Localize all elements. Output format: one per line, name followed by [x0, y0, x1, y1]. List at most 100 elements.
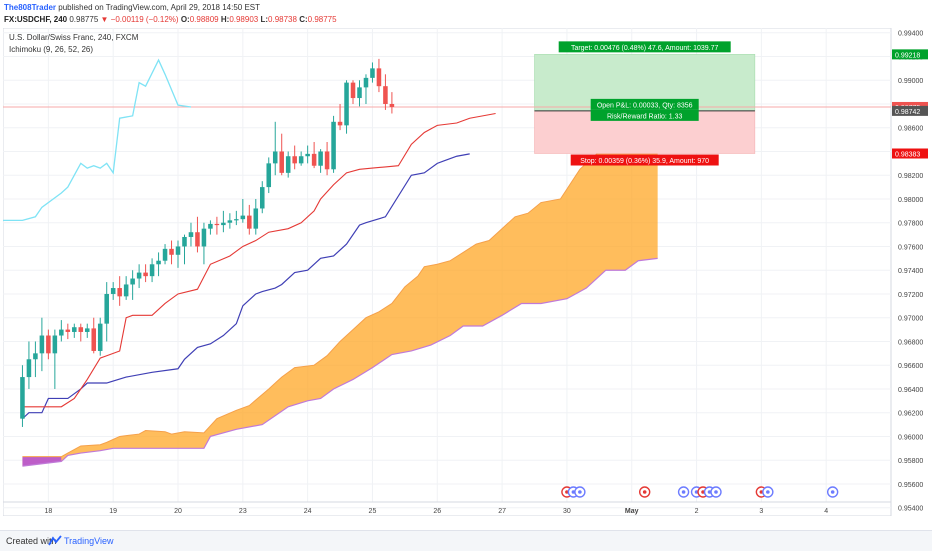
x-tick-label: 24 [304, 508, 312, 515]
publish-text: published on TradingView.com, April 29, … [58, 3, 261, 12]
candle-body [117, 288, 122, 297]
price-tag-bg [892, 49, 928, 60]
y-tick-label: 0.98200 [898, 173, 923, 180]
candle-body [311, 153, 317, 166]
chart-area[interactable]: Target: 0.00476 (0.48%) 47.6, Amount: 10… [2, 27, 928, 517]
candle-body [65, 329, 71, 332]
y-tick-label: 0.98600 [898, 126, 923, 133]
economic-event-dot [830, 490, 835, 494]
y-tick-label: 0.97200 [898, 292, 923, 299]
candle-body [214, 223, 220, 226]
candle-body [78, 327, 84, 332]
y-tick-label: 0.99000 [898, 78, 923, 85]
candle-body [234, 219, 239, 221]
target-label-bg [558, 41, 731, 53]
down-arrow-icon: ▼ [100, 15, 109, 24]
candle-body [84, 328, 90, 332]
y-tick-label: 0.97000 [898, 316, 923, 323]
x-tick-label: 30 [563, 508, 571, 515]
x-tick-label: 4 [824, 508, 828, 515]
candle-body [149, 264, 155, 277]
candle-body [104, 293, 109, 324]
price-tag-label: 0.98383 [895, 152, 920, 159]
x-axis: 18 19 20 23 24 25 26 27 30 May 2 3 4 [3, 501, 891, 515]
senkou-a-line [22, 145, 658, 458]
candle-body [253, 208, 259, 229]
x-tick-label: 2 [695, 508, 699, 515]
low-value: 0.98738 [268, 15, 297, 24]
candle-body [227, 220, 233, 223]
y-tick-label: 0.95600 [898, 482, 923, 489]
candle-body [305, 153, 310, 157]
chart-title: U.S. Dollar/Swiss Franc, 240, FXCM [9, 33, 139, 42]
candle-body [331, 121, 336, 170]
candle-body [383, 86, 388, 104]
candle-body [20, 377, 25, 419]
x-tick-label: 18 [44, 508, 52, 515]
price-tag-bg [892, 105, 928, 116]
chikou-span-line [3, 58, 192, 222]
candle-body [123, 284, 129, 297]
y-axis: 0.95400 0.95600 0.95800 0.96000 0.96200 0.964… [892, 31, 928, 513]
x-tick-label: 23 [239, 508, 247, 515]
candle-body [72, 327, 77, 332]
candle-body [292, 156, 297, 164]
price-change: −0.00119 (−0.12%) [110, 15, 179, 24]
cloud-fill [22, 145, 658, 467]
candle-body [318, 151, 323, 166]
y-tick-label: 0.95400 [898, 506, 923, 513]
candle-body [162, 248, 168, 261]
risk-reward-label: Risk/Reward Ratio: 1.33 [607, 113, 683, 120]
event-icons [561, 486, 839, 498]
candle-body [324, 151, 330, 170]
price-chart[interactable]: Target: 0.00476 (0.48%) 47.6, Amount: 10… [2, 27, 929, 517]
candle-body [208, 223, 213, 229]
symbol-label[interactable]: FX:USDCHF, 240 [4, 15, 68, 24]
candle-body [39, 335, 45, 354]
candle-body [260, 187, 265, 209]
candle-body [175, 246, 181, 255]
y-tick-label: 0.96400 [898, 387, 923, 394]
candle-body [182, 236, 187, 247]
candle-body [221, 222, 226, 226]
x-tick-label: 3 [759, 508, 763, 515]
candle-body [26, 359, 32, 378]
economic-event-dot [642, 490, 647, 494]
indicator-legend: Ichimoku (9, 26, 52, 26) [9, 45, 93, 54]
close-label: C: [299, 15, 308, 24]
candle-body [247, 215, 252, 229]
candle-body [279, 151, 284, 173]
y-tick-label: 0.97400 [898, 268, 923, 275]
candle-body [272, 151, 278, 164]
author-link[interactable]: The808Trader [4, 3, 57, 12]
tenkan-sen-line [22, 112, 496, 408]
economic-event-dot [714, 490, 718, 494]
x-tick-label: 19 [109, 508, 117, 515]
y-tick-label: 0.98000 [898, 197, 923, 204]
y-tick-label: 0.97800 [898, 221, 923, 228]
candle-body [344, 82, 349, 126]
candle-body [389, 103, 395, 107]
risk-reward-label-bg [590, 109, 699, 121]
candles [20, 58, 395, 427]
candle-body [240, 215, 246, 220]
candle-body [337, 121, 343, 126]
candle-body [91, 328, 97, 351]
candle-body [169, 248, 174, 255]
x-tick-label: 26 [433, 508, 441, 515]
y-tick-label: 0.96600 [898, 363, 923, 370]
y-tick-label: 0.99400 [898, 31, 923, 38]
tradingview-link[interactable]: TradingView [64, 536, 114, 546]
ohlc-line: FX:USDCHF, 240 0.98775 ▼ −0.00119 (−0.12… [4, 15, 337, 25]
candle-body [266, 163, 272, 188]
x-tick-label: 20 [174, 508, 182, 515]
open-label: O: [180, 15, 190, 24]
open-pnl-label-bg [590, 98, 699, 110]
candle-body [33, 353, 38, 360]
candle-body [52, 335, 58, 354]
candle-body [350, 82, 356, 99]
publish-line: The808Trader published on TradingView.co… [4, 3, 260, 13]
candle-body [97, 323, 103, 351]
ichimoku-lines [3, 58, 496, 420]
economic-event-dot [766, 490, 770, 494]
